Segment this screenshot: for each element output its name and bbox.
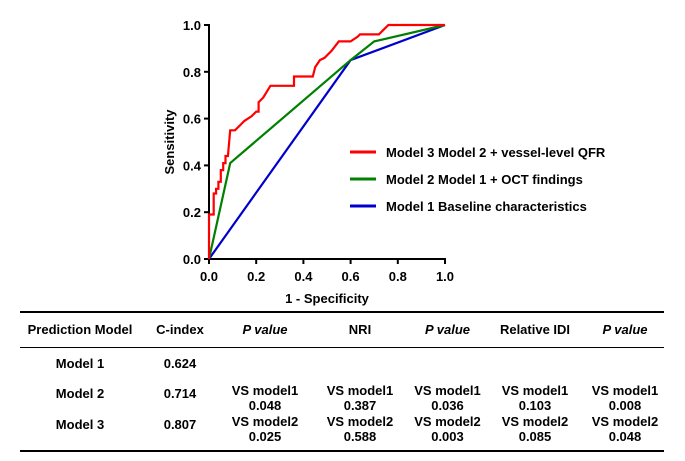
x-axis-title: 1 - Specificity bbox=[285, 291, 370, 306]
chart-legend: Model 3 Model 2 + vessel-level QFR Model … bbox=[350, 145, 606, 214]
header-nri: NRI bbox=[348, 322, 372, 337]
row-c-index: 0.807 bbox=[163, 417, 197, 432]
legend-label: Model 1 Baseline characteristics bbox=[386, 199, 587, 214]
header-p-value-3: P value bbox=[602, 322, 648, 337]
series-line bbox=[207, 23, 445, 259]
series-line bbox=[208, 23, 446, 260]
table-header-row: Prediction Model C-index P value NRI P v… bbox=[20, 314, 664, 348]
y-tick-label: 0.2 bbox=[183, 205, 201, 220]
roc-chart: 0.0 0.2 0.4 0.6 0.8 1.0 0.0 0.2 0.4 0.6 0.8 1.0 1 - … bbox=[162, 18, 606, 306]
header-prediction-model: Prediction Model bbox=[27, 322, 133, 337]
y-tick-label: 1.0 bbox=[183, 18, 201, 33]
row-p-value-3: VS model1 0.008 bbox=[591, 383, 659, 413]
row-p-value-1: VS model1 0.048 bbox=[231, 383, 299, 413]
x-tick-label: 0.6 bbox=[342, 269, 360, 284]
row-model-label: Model 3 bbox=[55, 417, 105, 432]
row-nri: VS model1 0.387 bbox=[326, 383, 394, 413]
x-tick-label: 1.0 bbox=[436, 269, 454, 284]
row-p-value-2: VS model2 0.003 bbox=[414, 414, 481, 444]
row-p-value-1: VS model2 0.025 bbox=[231, 414, 299, 444]
chart-series bbox=[207, 23, 446, 260]
row-relative-idi: VS model2 0.085 bbox=[501, 414, 569, 444]
series-line bbox=[207, 23, 446, 260]
header-p-value-2: P value bbox=[424, 322, 471, 337]
y-tick-label: 0.6 bbox=[183, 112, 201, 127]
row-p-value-3: VS model2 0.048 bbox=[591, 414, 659, 444]
row-relative-idi: VS model1 0.103 bbox=[501, 383, 569, 413]
x-tick-label: 0.4 bbox=[294, 269, 313, 284]
chart-axes: 0.0 0.2 0.4 0.6 0.8 1.0 0.0 0.2 0.4 0.6 0.8 1.0 1 - … bbox=[162, 18, 454, 306]
header-relative-idi: Relative IDI bbox=[499, 322, 571, 337]
table-header-rule bbox=[20, 347, 664, 348]
y-tick-label: 0.8 bbox=[183, 65, 201, 80]
row-c-index: 0.714 bbox=[163, 386, 197, 401]
row-c-index: 0.624 bbox=[163, 356, 197, 371]
table-row: Model 3 0.807 VS model2 0.025 VS model2 0.… bbox=[20, 414, 664, 448]
x-tick-label: 0.8 bbox=[389, 269, 407, 284]
x-tick-label: 0.2 bbox=[247, 269, 265, 284]
row-model-label: Model 2 bbox=[55, 386, 105, 401]
legend-label: Model 3 Model 2 + vessel-level QFR bbox=[386, 145, 606, 160]
y-tick-label: 0.4 bbox=[183, 158, 202, 173]
table-row: Model 1 0.624 bbox=[20, 352, 664, 386]
x-tick-label: 0.0 bbox=[200, 269, 218, 284]
table-bottom-rule bbox=[20, 450, 664, 452]
y-axis-title: Sensitivity bbox=[162, 109, 177, 175]
row-model-label: Model 1 bbox=[55, 356, 105, 371]
table-top-rule bbox=[20, 311, 664, 313]
row-p-value-2: VS model1 0.036 bbox=[414, 383, 481, 413]
table-row: Model 2 0.714 VS model1 0.048 VS model1 0.… bbox=[20, 383, 664, 417]
legend-label: Model 2 Model 1 + OCT findings bbox=[386, 172, 583, 187]
header-p-value-1: P value bbox=[242, 322, 288, 337]
y-tick-label: 0.0 bbox=[183, 252, 201, 267]
row-nri: VS model2 0.588 bbox=[326, 414, 394, 444]
header-c-index: C-index bbox=[156, 322, 204, 337]
